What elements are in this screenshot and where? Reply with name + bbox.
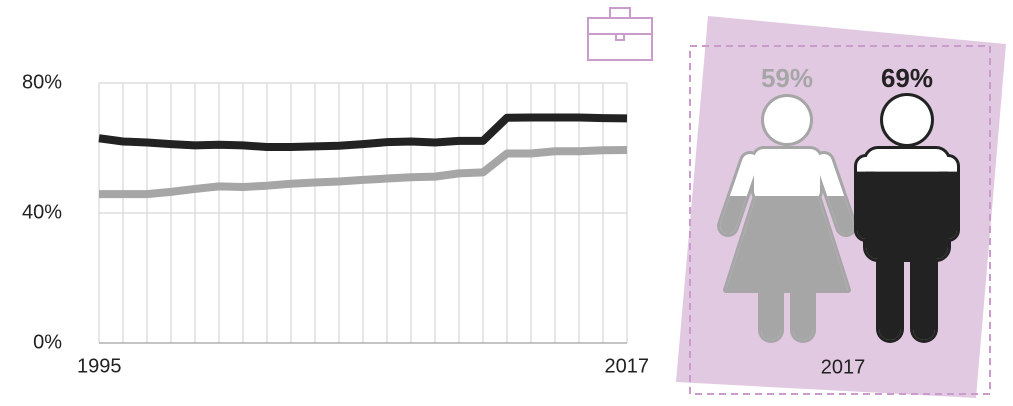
figure-part bbox=[726, 196, 848, 290]
figure-part bbox=[866, 171, 948, 259]
data-line bbox=[98, 113, 628, 152]
figure-part bbox=[883, 96, 931, 144]
y-tick-label: 40% bbox=[22, 201, 62, 223]
figure-part bbox=[827, 196, 854, 234]
value-label: 69% bbox=[881, 63, 933, 93]
y-tick-label: 80% bbox=[22, 71, 62, 93]
panel-border bbox=[689, 45, 991, 395]
briefcase-body bbox=[587, 17, 653, 61]
x-tick-label: 1995 bbox=[77, 355, 122, 377]
briefcase-details bbox=[588, 7, 652, 41]
figure-part bbox=[720, 196, 747, 234]
briefcase-icon bbox=[587, 7, 653, 61]
value-label: 59% bbox=[761, 63, 813, 93]
data-line bbox=[99, 145, 628, 199]
figure-fill bbox=[720, 196, 854, 340]
x-tick-label: 2017 bbox=[605, 355, 650, 377]
figure-part bbox=[764, 97, 810, 143]
figure-part bbox=[754, 149, 820, 201]
pictogram-label: 2017 bbox=[821, 356, 866, 378]
figure-fill bbox=[857, 171, 957, 340]
y-tick-label: 0% bbox=[33, 331, 62, 353]
